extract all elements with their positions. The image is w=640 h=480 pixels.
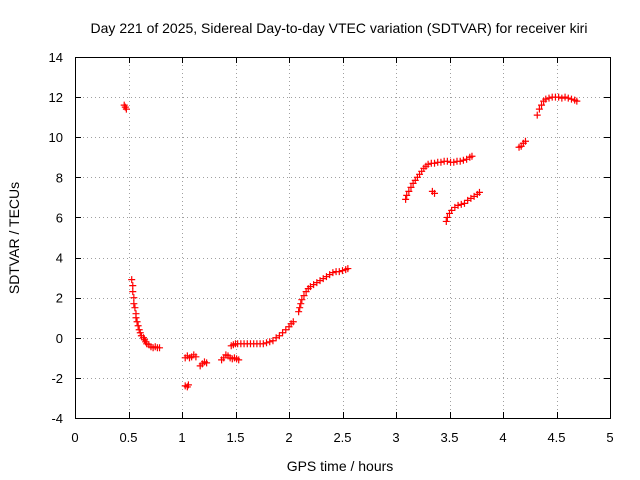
data-point	[133, 318, 141, 326]
data-point	[259, 340, 267, 348]
data-point	[431, 189, 439, 197]
x-tick-label: 5	[606, 430, 613, 445]
data-point	[136, 329, 144, 337]
data-point	[424, 160, 432, 168]
data-point	[402, 195, 410, 203]
x-tick-label: 1	[178, 430, 185, 445]
y-tick-label: -2	[51, 371, 63, 386]
data-point	[339, 267, 346, 275]
data-point	[135, 326, 143, 334]
data-point	[558, 94, 566, 102]
data-point	[535, 105, 543, 113]
data-point	[156, 344, 164, 352]
data-point	[521, 137, 529, 145]
data-point	[405, 187, 413, 195]
data-point	[533, 111, 541, 119]
data-point	[538, 101, 546, 109]
data-point	[344, 265, 352, 273]
data-point	[443, 213, 451, 221]
data-point	[296, 304, 304, 312]
data-point	[282, 326, 290, 334]
data-point	[235, 356, 243, 364]
data-point	[545, 94, 553, 102]
x-tick-label: 2.5	[333, 430, 351, 445]
x-tick-label: 0	[71, 430, 78, 445]
data-point	[184, 381, 192, 389]
data-point	[266, 338, 274, 346]
data-point	[573, 97, 581, 105]
data-point	[297, 300, 305, 308]
data-point	[298, 296, 306, 304]
data-point	[130, 300, 138, 308]
x-tick-label: 2	[285, 430, 292, 445]
y-tick-label: 0	[56, 331, 63, 346]
data-point	[289, 318, 297, 326]
data-point	[457, 200, 465, 208]
data-point	[468, 152, 476, 160]
data-point	[460, 199, 468, 207]
data-point	[131, 304, 139, 312]
tick-layer: 0 0.5 1 1.5 2 2.5 3 3.5 4 4.5 5 -4 -2 0 2 4 6 8 10 12 14	[49, 50, 614, 445]
data-point	[542, 95, 550, 103]
data-point	[335, 268, 343, 276]
data-point	[275, 332, 283, 340]
data-points	[120, 93, 581, 391]
data-point	[129, 288, 137, 296]
data-point	[564, 94, 572, 102]
data-point	[567, 95, 575, 103]
data-point	[450, 158, 458, 166]
data-point	[329, 269, 337, 277]
y-tick-label: 2	[56, 291, 63, 306]
data-point	[192, 353, 200, 361]
y-tick-label: 12	[49, 90, 63, 105]
y-tick-label: -4	[51, 411, 63, 426]
data-point	[555, 93, 563, 101]
data-point	[454, 201, 462, 209]
data-point	[456, 157, 464, 165]
data-point	[129, 282, 137, 290]
data-point	[128, 276, 136, 284]
data-point	[475, 188, 483, 196]
data-point	[443, 157, 451, 165]
x-axis-label: GPS time / hours	[287, 458, 394, 474]
data-point	[295, 308, 303, 316]
data-point	[263, 339, 271, 347]
y-tick-label: 14	[49, 50, 63, 65]
y-axis-label: SDTVAR / TECUs	[6, 182, 22, 294]
x-tick-label: 0.5	[119, 430, 137, 445]
x-tick-label: 4	[499, 430, 506, 445]
y-tick-label: 4	[56, 251, 63, 266]
data-point	[203, 359, 211, 367]
data-point	[300, 292, 308, 300]
y-tick-label: 8	[56, 170, 63, 185]
data-point	[561, 93, 569, 101]
grid-layer	[75, 57, 610, 418]
x-tick-label: 4.5	[547, 430, 565, 445]
data-point	[134, 322, 142, 330]
data-point	[459, 156, 467, 164]
data-point	[279, 329, 287, 337]
data-point	[122, 105, 130, 113]
x-tick-label: 1.5	[226, 430, 244, 445]
data-point	[448, 206, 456, 214]
x-tick-label: 3	[392, 430, 399, 445]
data-point	[132, 314, 140, 322]
data-point	[442, 217, 450, 225]
data-point	[437, 158, 445, 166]
x-tick-label: 3.5	[440, 430, 458, 445]
data-point	[130, 294, 138, 302]
data-point	[407, 183, 415, 191]
data-point	[269, 337, 277, 345]
y-tick-label: 6	[56, 210, 63, 225]
chart-title: Day 221 of 2025, Sidereal Day-to-day VTE…	[91, 20, 588, 36]
data-point	[431, 159, 439, 167]
data-point	[403, 191, 411, 199]
y-tick-label: 10	[49, 130, 63, 145]
